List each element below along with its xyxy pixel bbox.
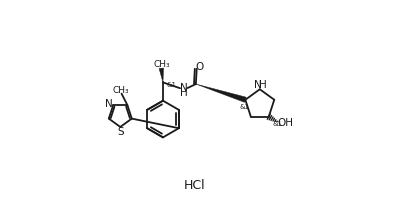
Text: CH₃: CH₃ xyxy=(153,60,170,69)
Text: H: H xyxy=(180,88,188,98)
Text: &1: &1 xyxy=(272,121,282,127)
Text: H: H xyxy=(259,80,266,90)
Text: N: N xyxy=(180,83,188,93)
Polygon shape xyxy=(196,84,246,102)
Text: CH₃: CH₃ xyxy=(113,86,129,95)
Polygon shape xyxy=(159,68,164,82)
Text: S: S xyxy=(118,127,124,137)
Text: &1: &1 xyxy=(239,104,249,110)
Text: O: O xyxy=(195,62,204,72)
Text: OH: OH xyxy=(277,118,293,128)
Text: N: N xyxy=(254,80,262,90)
Text: &1: &1 xyxy=(167,82,177,88)
Text: N: N xyxy=(104,99,112,109)
Text: HCl: HCl xyxy=(184,179,206,192)
